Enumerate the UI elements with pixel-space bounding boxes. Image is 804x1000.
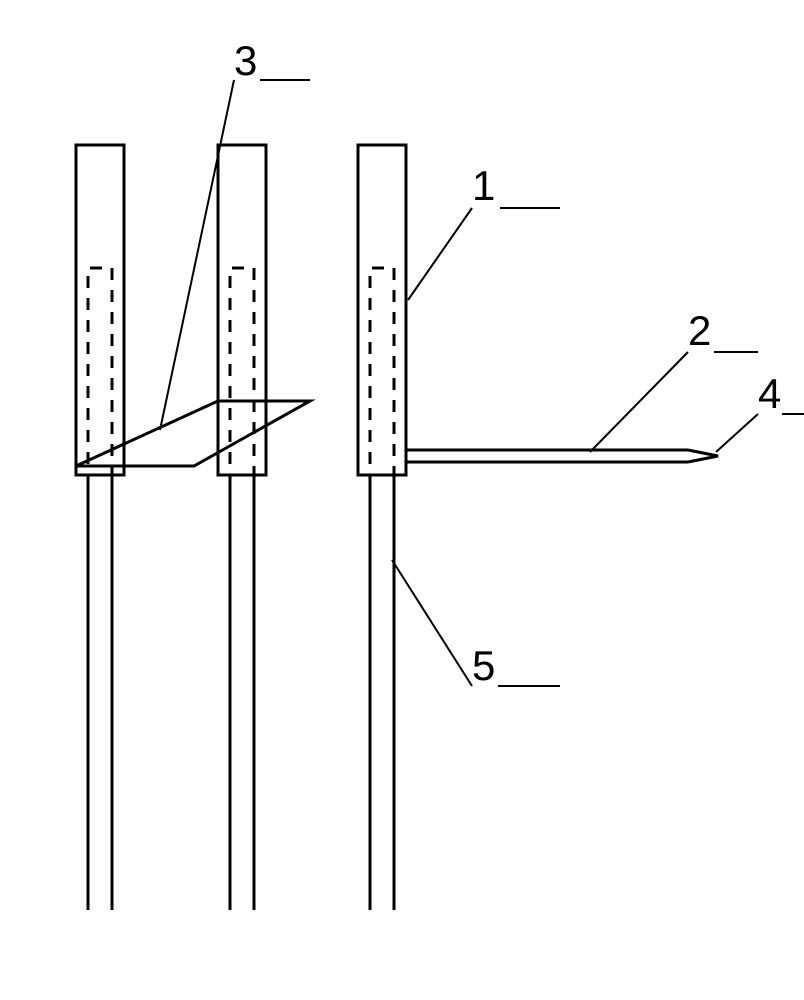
callout-leader-2 — [590, 352, 688, 452]
post-inner-2 — [230, 268, 254, 486]
callout-leader-5 — [392, 560, 472, 686]
post-outer-2 — [218, 145, 266, 475]
callout-label-1: 1 — [472, 162, 495, 209]
post-outer-1 — [76, 145, 124, 475]
callout-label-2: 2 — [688, 307, 711, 354]
bar-tip — [688, 450, 718, 462]
callout-label-3: 3 — [234, 37, 257, 84]
callout-leader-4 — [716, 414, 758, 452]
post-inner-3 — [370, 268, 394, 486]
post-inner-1 — [88, 268, 112, 486]
post-outer-3 — [358, 145, 406, 475]
diagram-canvas: 3 1 24 5 — [0, 0, 804, 1000]
callout-leader-3 — [160, 80, 234, 430]
callout-label-5: 5 — [472, 642, 495, 689]
callout-label-4: 4 — [758, 370, 781, 417]
callout-leader-1 — [408, 208, 472, 300]
